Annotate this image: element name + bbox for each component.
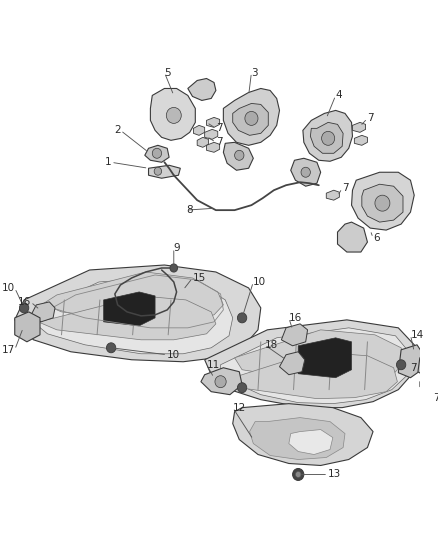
Polygon shape [326, 190, 339, 200]
Polygon shape [205, 320, 417, 408]
Text: 14: 14 [410, 330, 424, 340]
Polygon shape [31, 302, 55, 322]
Text: 2: 2 [114, 125, 120, 135]
Polygon shape [352, 172, 414, 230]
Polygon shape [207, 142, 219, 152]
Polygon shape [420, 379, 433, 389]
Polygon shape [354, 135, 367, 146]
Circle shape [166, 108, 181, 123]
Polygon shape [194, 125, 205, 135]
Polygon shape [303, 110, 353, 161]
Circle shape [152, 148, 162, 158]
Text: 10: 10 [253, 277, 266, 287]
Polygon shape [250, 417, 345, 459]
Text: 13: 13 [328, 470, 341, 480]
Text: 10: 10 [2, 283, 15, 293]
Polygon shape [188, 78, 216, 100]
Circle shape [170, 264, 177, 272]
Polygon shape [289, 430, 333, 455]
Polygon shape [207, 117, 219, 127]
Text: 7: 7 [367, 114, 374, 123]
Circle shape [237, 383, 247, 393]
Polygon shape [38, 296, 216, 340]
Circle shape [215, 376, 226, 387]
Polygon shape [197, 138, 208, 147]
Circle shape [235, 150, 244, 160]
Text: 7: 7 [216, 138, 223, 147]
Polygon shape [221, 328, 410, 403]
Circle shape [295, 472, 301, 478]
Circle shape [301, 167, 311, 177]
Polygon shape [298, 338, 352, 378]
Polygon shape [223, 88, 279, 146]
Polygon shape [205, 130, 218, 139]
Polygon shape [31, 278, 233, 354]
Polygon shape [311, 123, 343, 154]
Polygon shape [223, 142, 253, 170]
Text: 15: 15 [192, 273, 206, 283]
Text: 7: 7 [433, 393, 438, 402]
Polygon shape [233, 103, 268, 135]
Polygon shape [418, 355, 438, 378]
Circle shape [106, 343, 116, 353]
Text: 12: 12 [233, 402, 246, 413]
Text: 9: 9 [174, 243, 180, 253]
Polygon shape [148, 165, 180, 178]
Circle shape [237, 313, 247, 323]
Circle shape [245, 111, 258, 125]
Circle shape [321, 131, 335, 146]
Polygon shape [233, 403, 373, 465]
Polygon shape [145, 146, 169, 162]
Polygon shape [362, 184, 403, 222]
Polygon shape [43, 272, 223, 322]
Circle shape [19, 303, 29, 313]
Text: 7: 7 [216, 123, 223, 133]
Polygon shape [281, 324, 307, 346]
Text: 10: 10 [167, 350, 180, 360]
Text: 6: 6 [373, 233, 380, 243]
Text: 11: 11 [207, 360, 220, 370]
Polygon shape [291, 158, 321, 186]
Polygon shape [398, 345, 424, 378]
Text: 7: 7 [410, 363, 417, 373]
Circle shape [293, 469, 304, 480]
Polygon shape [150, 88, 195, 140]
Circle shape [375, 195, 390, 211]
Circle shape [154, 167, 162, 175]
Polygon shape [279, 352, 305, 375]
Polygon shape [201, 368, 242, 394]
Text: 8: 8 [186, 205, 193, 215]
Text: 18: 18 [265, 340, 278, 350]
Polygon shape [235, 330, 405, 383]
Polygon shape [338, 222, 367, 252]
Text: 1: 1 [105, 157, 111, 167]
Text: 3: 3 [251, 68, 258, 77]
Text: 16: 16 [18, 297, 31, 307]
Polygon shape [233, 352, 397, 399]
Text: 5: 5 [164, 68, 171, 77]
Polygon shape [353, 123, 366, 132]
Polygon shape [104, 292, 155, 326]
Circle shape [396, 360, 406, 370]
Text: 7: 7 [342, 183, 349, 193]
Text: 16: 16 [289, 313, 302, 323]
Text: 4: 4 [336, 91, 342, 100]
Text: 17: 17 [1, 345, 15, 355]
Polygon shape [15, 265, 261, 362]
Polygon shape [15, 312, 40, 342]
